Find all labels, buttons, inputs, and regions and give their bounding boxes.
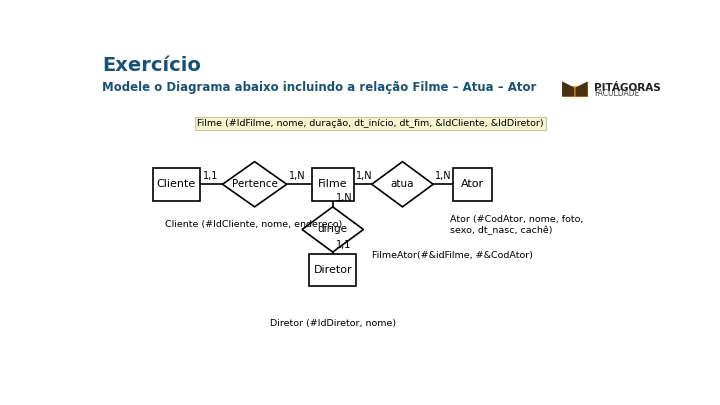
Polygon shape bbox=[372, 162, 433, 207]
Text: Modele o Diagrama abaixo incluindo a relação Filme – Atua – Ator: Modele o Diagrama abaixo incluindo a rel… bbox=[102, 81, 536, 94]
Text: PITÁGORAS: PITÁGORAS bbox=[594, 83, 661, 93]
Text: FilmeAtor(#&idFilme, #&CodAtor): FilmeAtor(#&idFilme, #&CodAtor) bbox=[372, 252, 533, 260]
Polygon shape bbox=[302, 207, 364, 252]
Text: Diretor: Diretor bbox=[313, 265, 352, 275]
Polygon shape bbox=[222, 162, 287, 207]
Text: Cliente: Cliente bbox=[157, 179, 196, 189]
Polygon shape bbox=[562, 81, 575, 96]
Text: 1,1: 1,1 bbox=[336, 240, 351, 250]
Text: Ator (#CodAtor, nome, foto,
sexo, dt_nasc, cachê): Ator (#CodAtor, nome, foto, sexo, dt_nas… bbox=[450, 215, 583, 235]
Text: Exercício: Exercício bbox=[102, 56, 201, 75]
Text: Cliente (#IdCliente, nome, endereço): Cliente (#IdCliente, nome, endereço) bbox=[166, 220, 343, 229]
FancyBboxPatch shape bbox=[309, 254, 356, 286]
Text: 1,1: 1,1 bbox=[203, 171, 218, 181]
Text: Pertence: Pertence bbox=[232, 179, 277, 189]
Text: dirige: dirige bbox=[318, 224, 348, 234]
Text: Diretor (#IdDiretor, nome): Diretor (#IdDiretor, nome) bbox=[270, 318, 396, 328]
Text: Filme (#IdFilme, nome, duração, dt_início, dt_fim, &IdCliente, &IdDiretor): Filme (#IdFilme, nome, duração, dt_iníci… bbox=[197, 119, 544, 128]
FancyBboxPatch shape bbox=[453, 168, 492, 200]
Text: 1,N: 1,N bbox=[356, 171, 372, 181]
Polygon shape bbox=[575, 81, 588, 96]
Text: 1,N: 1,N bbox=[336, 193, 352, 203]
Text: 1,N: 1,N bbox=[435, 171, 451, 181]
Text: FACULDADE: FACULDADE bbox=[594, 90, 639, 98]
Text: 1,N: 1,N bbox=[289, 171, 305, 181]
FancyBboxPatch shape bbox=[312, 168, 354, 200]
Text: Ator: Ator bbox=[461, 179, 484, 189]
FancyBboxPatch shape bbox=[153, 168, 200, 200]
FancyBboxPatch shape bbox=[562, 86, 588, 97]
Text: atua: atua bbox=[391, 179, 414, 189]
Text: Filme: Filme bbox=[318, 179, 348, 189]
